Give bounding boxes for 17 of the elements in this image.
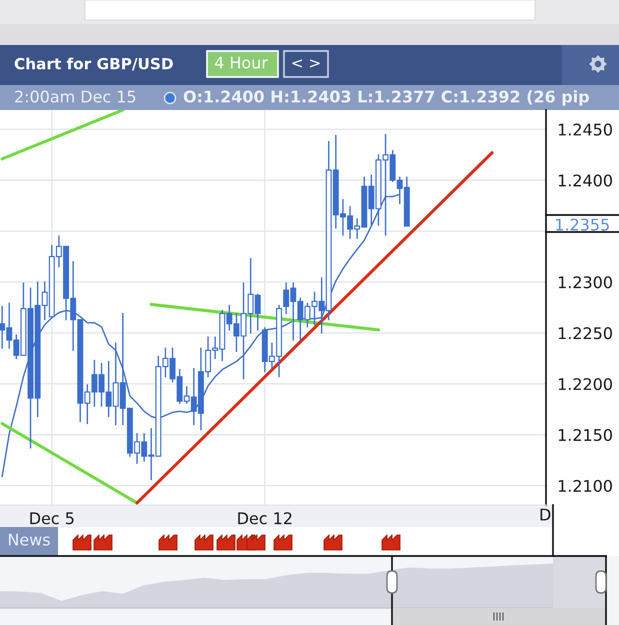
y-tick-label: 1.2450: [558, 124, 612, 136]
x-tick-label: Dec 12: [238, 512, 292, 524]
chart-title: Chart for GBP/USD: [14, 58, 173, 71]
text: D: [540, 508, 550, 520]
y-tick-label: 1.2200: [558, 378, 612, 390]
y-tick-label: 1.2250: [558, 327, 612, 340]
text: 4 Hour: [214, 56, 268, 69]
chart-subtitle: 2:00am Dec 15: [15, 90, 136, 103]
text: O:1.2400 H:1.2403 L:1.2377 C:1.2392 (26 pip: [184, 90, 589, 106]
text: < >: [292, 59, 320, 68]
y-tick-label: 1.2150: [558, 428, 612, 442]
x-tick-label: Dec 5: [30, 512, 74, 524]
text: 1.2355: [556, 218, 609, 231]
y-tick-label: 1.2300: [558, 276, 612, 288]
y-tick-label: 1.2100: [558, 480, 612, 492]
y-tick-label: 1.2400: [558, 174, 612, 187]
text: News: [8, 534, 50, 546]
